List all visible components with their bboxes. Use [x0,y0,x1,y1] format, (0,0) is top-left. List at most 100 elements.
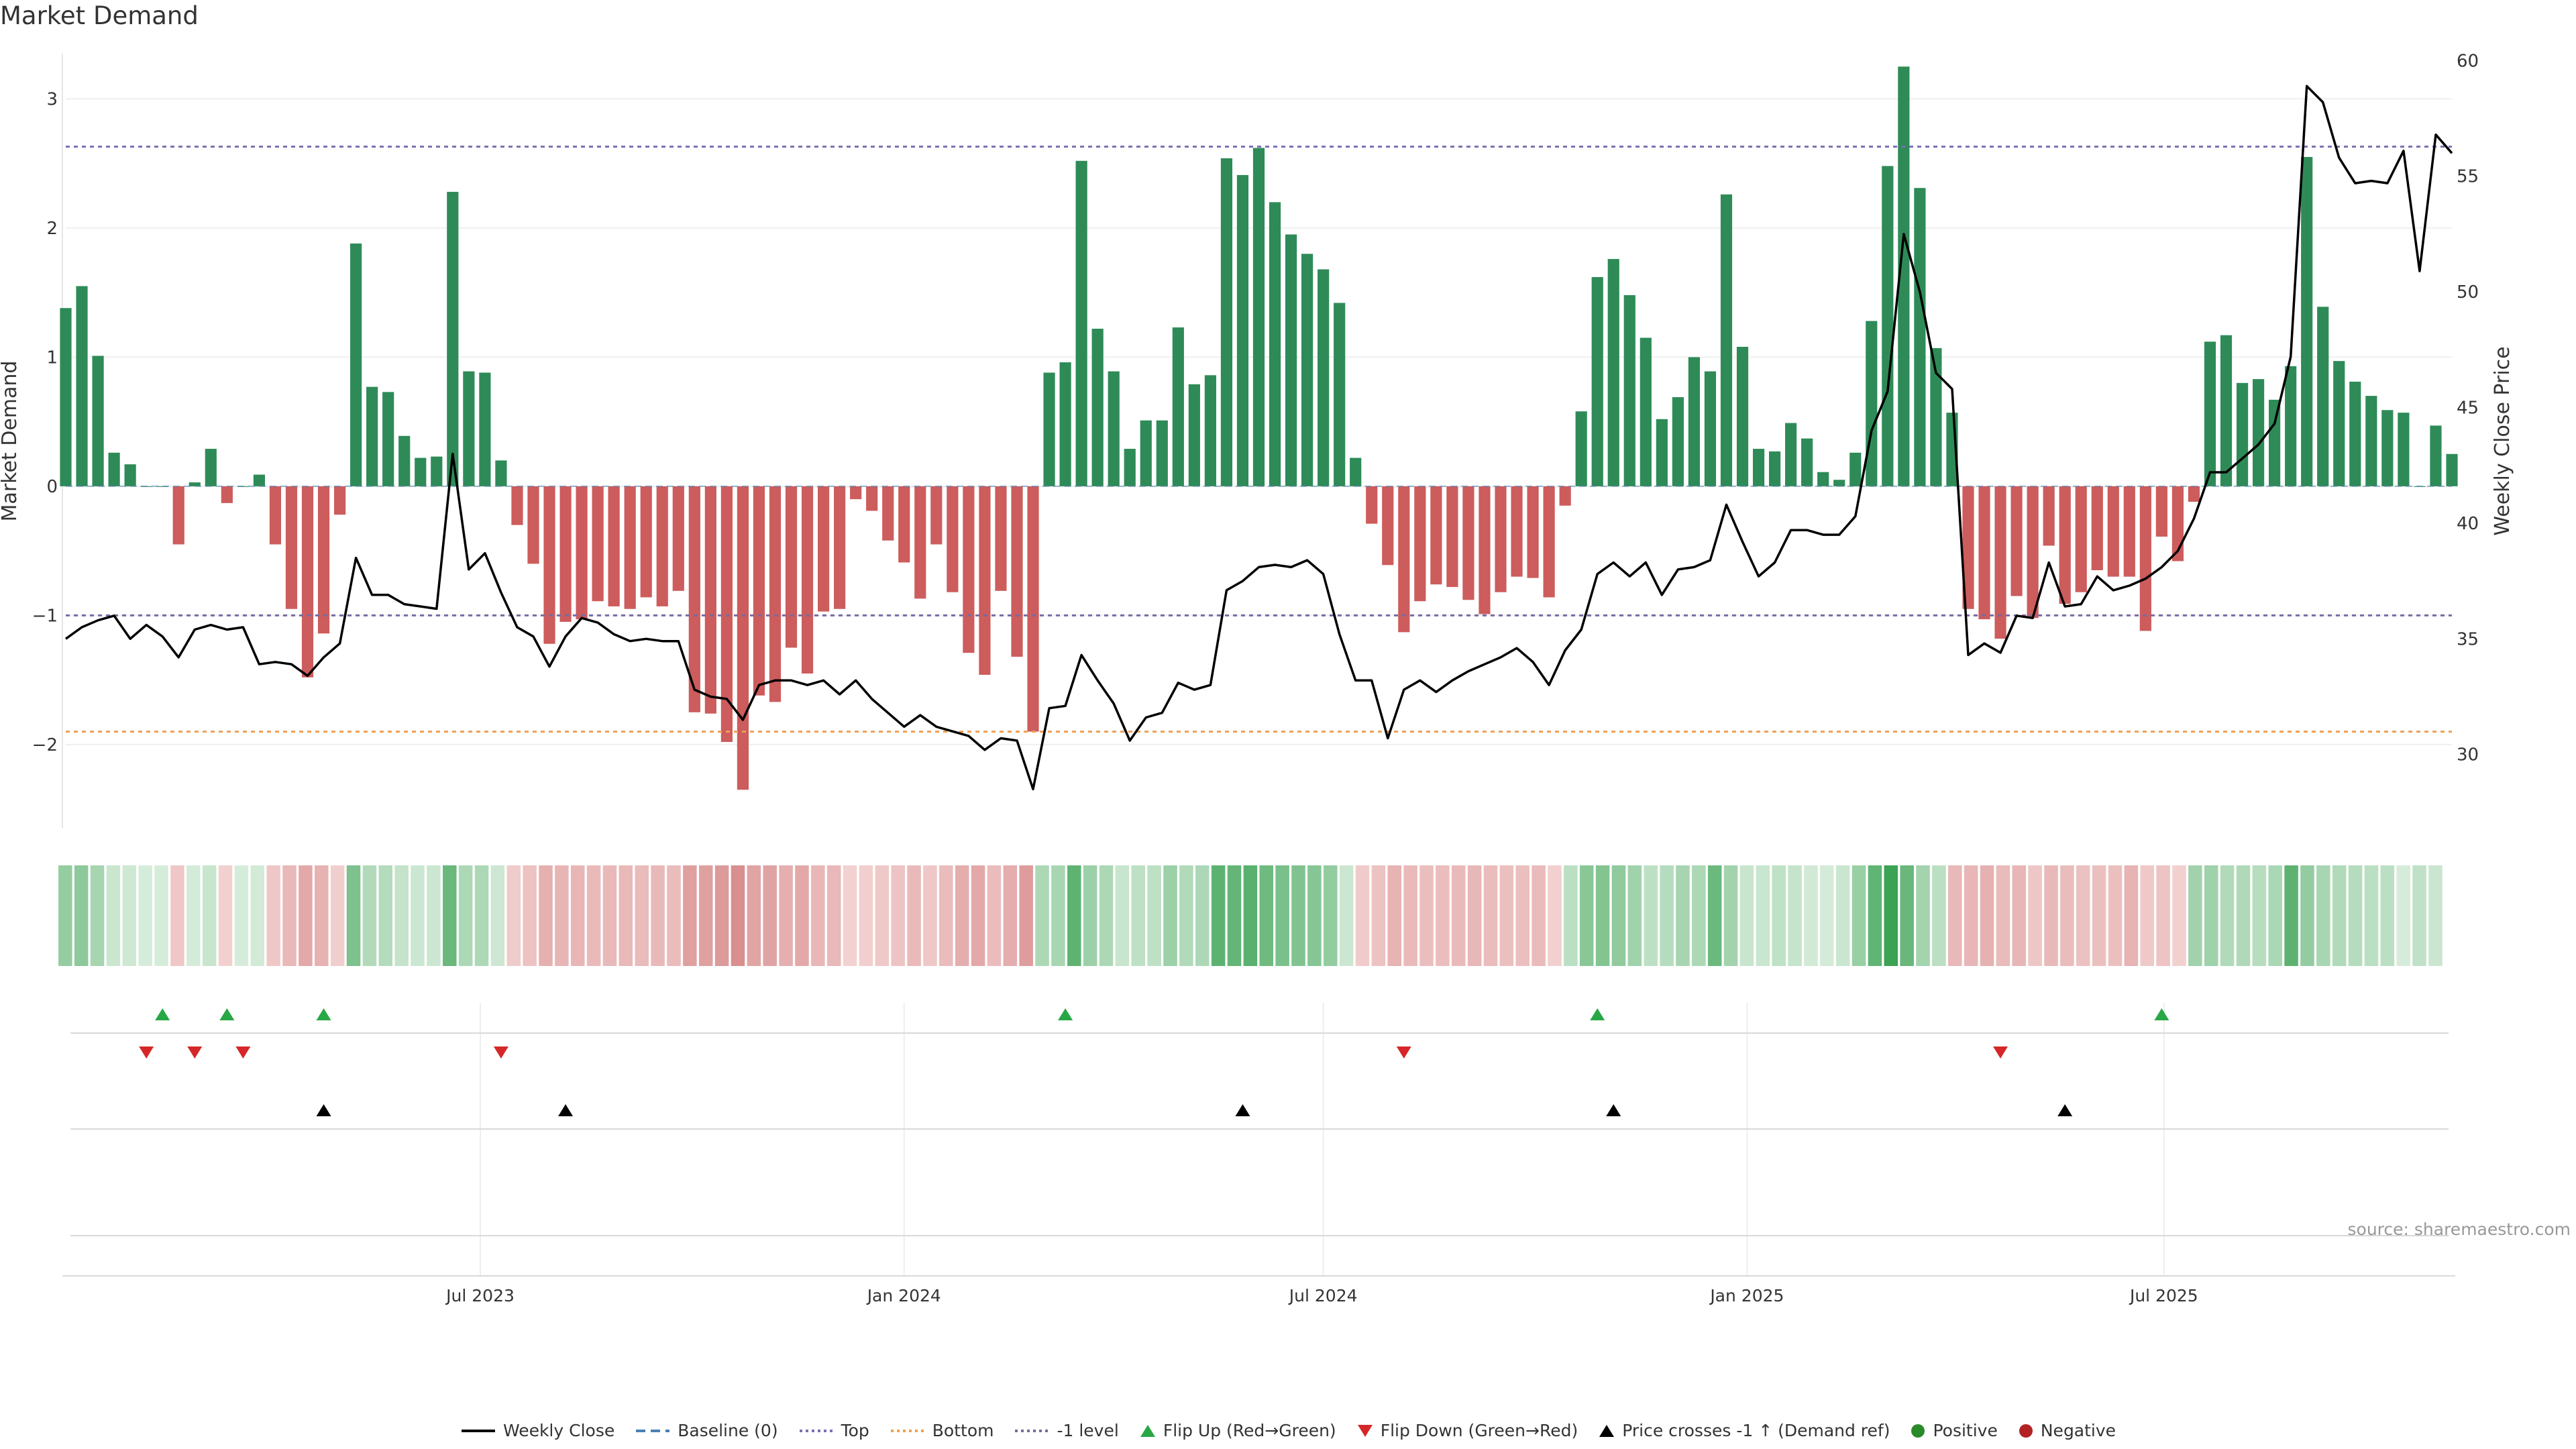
heat-cell [170,865,184,966]
demand-bar [2398,413,2410,486]
demand-bar [543,486,555,644]
demand-bar [366,386,378,486]
demand-bar [1124,449,1136,486]
heat-cell [539,865,553,966]
heat-cell [619,865,633,966]
heat-cell [714,865,729,966]
demand-bar [2333,361,2345,486]
legend: Weekly Close Baseline (0) Top Bottom -1 … [0,1421,2576,1440]
demand-bar [1172,327,1184,486]
x-tick-label: Jan 2025 [1709,1286,1784,1305]
heat-cell [1419,865,1434,966]
demand-bar [463,371,475,486]
legend-label: Negative [2040,1421,2116,1440]
demand-bar [1350,458,1362,486]
demand-bar [1479,486,1491,614]
heat-cell [250,865,265,966]
heat-cell [106,865,121,966]
demand-bar [398,435,411,486]
flip-down-marker [493,1046,508,1059]
demand-bar [1736,346,1749,486]
legend-item-flip-down: Flip Down (Green→Red) [1356,1421,1578,1440]
demand-bar [2220,335,2233,486]
demand-bar [2301,157,2313,486]
demand-bar [882,486,894,541]
demand-bar [253,474,265,486]
demand-bar [1446,486,1458,588]
heat-cell [1035,865,1049,966]
demand-bar [1640,337,1652,486]
legend-label: Baseline (0) [678,1421,778,1440]
heat-cell [2108,865,2123,966]
price-cross-marker [1235,1104,1250,1116]
heat-cell [2076,865,2090,966]
heat-cell [1355,865,1370,966]
heat-cell [1115,865,1130,966]
heat-cell [1499,865,1514,966]
heat-cell [1548,865,1562,966]
demand-bar [1720,194,1733,486]
demand-bar [1495,486,1507,592]
heat-cell [795,865,809,966]
demand-bar [1849,452,1862,486]
heat-cell [1451,865,1466,966]
demand-bar [1091,329,1104,486]
heat-cell [458,865,473,966]
heat-cell [1835,865,1850,966]
heat-cell [1259,865,1274,966]
heat-cell [1195,865,1210,966]
legend-label: Price crosses -1 ↑ (Demand ref) [1622,1421,1890,1440]
legend-label: Positive [1933,1421,1998,1440]
demand-bar [2010,486,2023,596]
demand-bar [704,486,716,714]
demand-bar [1656,419,1668,486]
heat-cell [2044,865,2058,966]
heat-cell [1131,865,1146,966]
demand-bar [640,486,652,598]
demand-bar [221,486,233,503]
demand-bar [720,486,733,743]
heat-cell [1804,865,1818,966]
flip-down-marker [139,1046,154,1059]
price-cross-marker [2057,1104,2073,1116]
heat-cell [1532,865,1546,966]
demand-bar [1398,486,1410,633]
heat-cell [1948,865,1962,966]
heat-cell [1003,865,1018,966]
legend-item-negative: Negative [2018,1421,2116,1440]
flip-up-marker [1058,1008,1073,1020]
demand-bar [1994,486,2006,639]
heat-cell [2268,865,2282,966]
demand-bar [1220,158,1233,486]
y2-tick-label: 40 [2457,514,2479,534]
heat-cell [1323,865,1338,966]
demand-bar [269,486,282,545]
demand-bar [979,486,991,675]
heat-cell [2060,865,2074,966]
y2-axis-title: Weekly Close Price [2491,346,2514,535]
heat-cell [2204,865,2218,966]
heat-cell [1996,865,2010,966]
demand-bar [1269,202,1281,486]
demand-bar [1075,160,1087,486]
demand-bar [285,486,298,609]
heat-cell [698,865,713,966]
heat-cell [1291,865,1305,966]
legend-label: Weekly Close [502,1421,615,1440]
heat-cell [1387,865,1402,966]
demand-bar [656,486,668,606]
demand-bar [1414,486,1426,602]
heat-cell [2380,865,2395,966]
heat-cell [779,865,793,966]
demand-bar [2027,486,2039,619]
price-cross-marker [558,1104,574,1116]
demand-bar [2107,486,2119,577]
heat-cell [859,865,873,966]
legend-item-baseline: Baseline (0) [635,1421,778,1440]
demand-bar [1140,420,1152,486]
heat-cell [90,865,105,966]
heat-cell [523,865,537,966]
demand-bar [753,486,765,696]
demand-bar [1801,438,1813,486]
heat-cell [586,865,601,966]
